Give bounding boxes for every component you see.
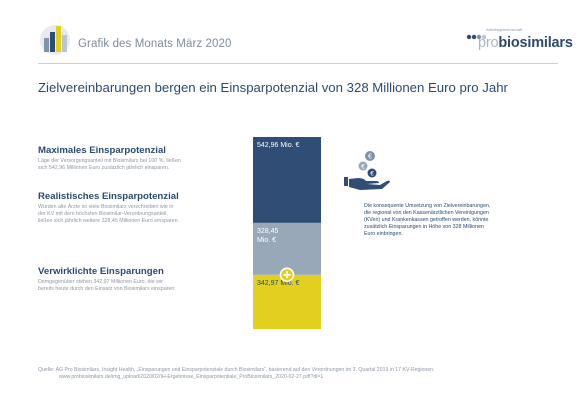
explanation-line: zusätzlich Einsparungen in Höhe von 328 … bbox=[364, 224, 484, 231]
plus-icon-cross bbox=[283, 271, 291, 279]
brand-name-pro: pro bbox=[478, 35, 499, 51]
brand-name: probiosimilars bbox=[478, 35, 573, 51]
block-text-realistic: Würden alle Ärzte so viele Biosimilars v… bbox=[38, 204, 253, 226]
block-text-maximal: Läge der Versorgungsanteil mit Biosimila… bbox=[38, 158, 253, 172]
block-text-line: der KV mit dem höchsten Biosimilar-Veror… bbox=[38, 211, 168, 218]
explanation-line: Die konsequente Umsetzung von Zielverein… bbox=[364, 203, 491, 209]
source-line: www.probiosimilars.de/img_upload/2020/02… bbox=[59, 374, 324, 381]
bar-label-1: 342,97 Mio. € bbox=[257, 280, 300, 287]
brand-tagline: Arbeitsgemeinschaft bbox=[486, 27, 523, 32]
svg-text:€: € bbox=[370, 170, 374, 177]
bar-segment-2 bbox=[253, 222, 321, 275]
block-text-line: bereits heute durch den Einsatz von Bios… bbox=[38, 286, 176, 293]
explanation-line: die regional von den Kassenärztlichen Ve… bbox=[364, 210, 489, 217]
source-line: Quelle: AG Pro Biosimilars, Insight Heal… bbox=[38, 367, 435, 373]
block-title-realistic: Realistisches Einsparpotenzial bbox=[38, 191, 179, 202]
money-hand-icon: € € € bbox=[344, 151, 390, 190]
page-title: Zielvereinbarungen bergen ein Einsparpot… bbox=[38, 80, 508, 95]
block-title-realized: Verwirklichte Einsparungen bbox=[38, 266, 164, 277]
explanation-line: Euro einbringen. bbox=[364, 231, 403, 238]
brand-logo-dots bbox=[466, 34, 487, 40]
block-text-line: Läge der Versorgungsanteil mit Biosimila… bbox=[38, 158, 181, 164]
source-note: Quelle: AG Pro Biosimilars, Insight Heal… bbox=[38, 367, 435, 382]
block-title-maximal: Maximales Einsparpotenzial bbox=[38, 145, 166, 156]
block-text-line: Demgegenüber stehen 342,97 Millionen Eur… bbox=[38, 279, 163, 285]
explanation-line: (KVen) und Krankenkassen getroffen werde… bbox=[364, 217, 489, 224]
svg-text:€: € bbox=[361, 163, 365, 170]
bar-segment-1 bbox=[253, 274, 321, 329]
stacked-bar-chart: 342,97 Mio. € 328,45 Mio. € 542,96 Mio. € bbox=[253, 137, 321, 329]
header-divider bbox=[38, 63, 558, 64]
explanation-text: Die konsequente Umsetzung von Zielverein… bbox=[364, 203, 520, 238]
block-text-realized: Demgegenüber stehen 342,97 Millionen Eur… bbox=[38, 279, 253, 293]
bar-segment-3 bbox=[253, 137, 321, 223]
svg-text:€: € bbox=[368, 154, 372, 161]
header-title: Grafik des Monats März 2020 bbox=[78, 38, 232, 50]
block-text-line: ließen sich jährlich weitere 328,45 Mill… bbox=[38, 218, 180, 225]
bar-label-3: 542,96 Mio. € bbox=[257, 142, 300, 149]
brand-name-biosimilars: biosimilars bbox=[498, 35, 573, 51]
block-text-line: sich 542,96 Millionen Euro zusätzlich jä… bbox=[38, 165, 170, 172]
chart-logo-icon bbox=[40, 25, 70, 55]
block-text-line: Würden alle Ärzte so viele Biosimilars v… bbox=[38, 204, 174, 210]
bar-label-2: 328,45 Mio. € bbox=[257, 228, 279, 244]
